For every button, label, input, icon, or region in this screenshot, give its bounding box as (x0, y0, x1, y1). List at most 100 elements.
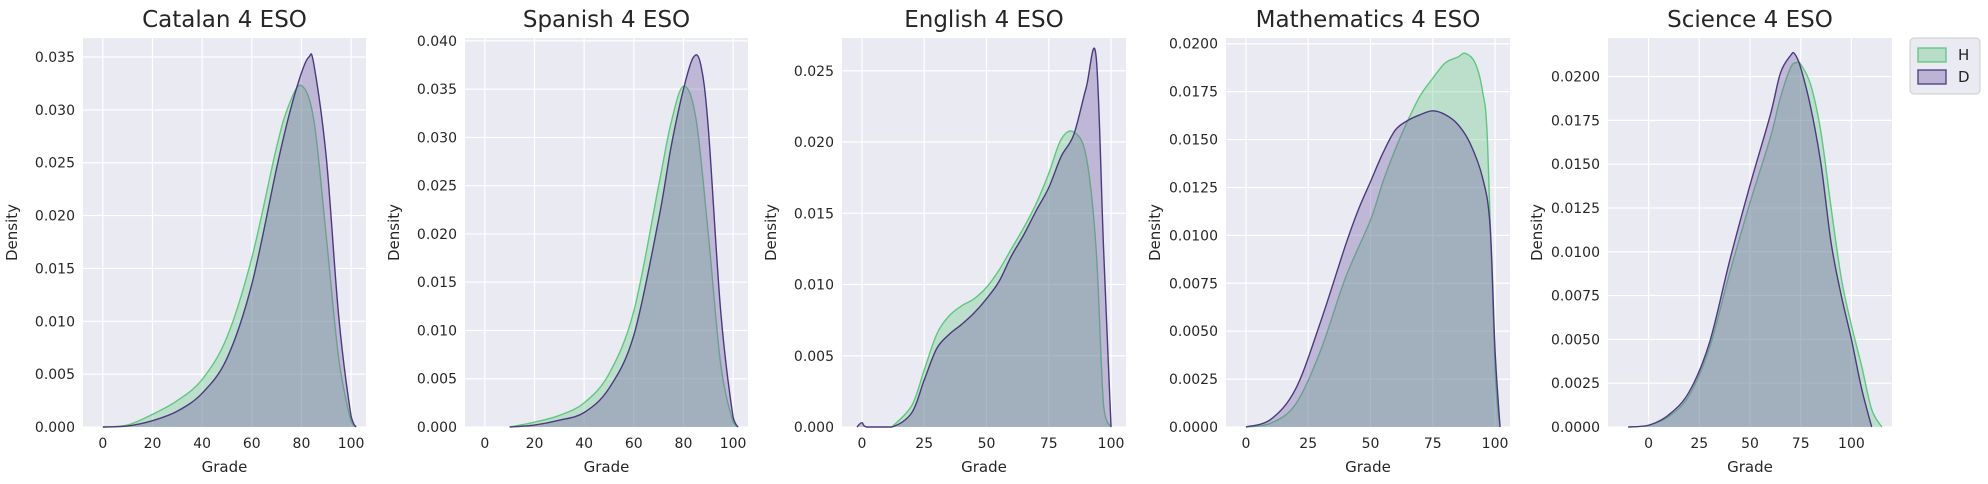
series-line-d (509, 54, 739, 428)
subplot-title: Catalan 4 ESO (142, 7, 307, 33)
series-area-h (891, 130, 1112, 427)
ytick-label: 0.0075 (1169, 276, 1218, 292)
ytick-label: 0.0025 (1169, 372, 1218, 388)
ytick-label: 0.025 (417, 179, 457, 195)
subplot-5: 0.0000 0.0025 0.0050 0.0075 0.0100 0.0125 0.01… (1528, 7, 1892, 476)
ytick-label: 0.020 (794, 135, 834, 151)
xtick-label: 0 (1644, 436, 1653, 452)
xtick-label: 100 (1482, 436, 1509, 452)
x-axis-label: Grade (961, 458, 1007, 476)
subplot-title: English 4 ESO (904, 7, 1064, 33)
xtick-label: 75 (1424, 436, 1442, 452)
subplot-title: Mathematics 4 ESO (1256, 7, 1481, 33)
xtick-label: 100 (338, 436, 365, 452)
ytick-label: 0.010 (35, 314, 75, 330)
y-axis-label: Density (1528, 204, 1546, 261)
subplot-4: 0.0000 0.0025 0.0050 0.0075 0.0100 0.0125 0.01… (1146, 7, 1510, 476)
ytick-label: 0.0175 (1169, 85, 1218, 101)
ytick-label: 0.020 (35, 209, 75, 225)
xtick-label: 20 (144, 436, 162, 452)
plot-area (842, 38, 1126, 427)
x-axis-label: Grade (584, 458, 630, 476)
ytick-label: 0.005 (794, 349, 834, 365)
ytick-label: 0.025 (35, 156, 75, 172)
x-axis-label: Grade (1727, 458, 1773, 476)
subplot-title: Spanish 4 ESO (523, 7, 690, 33)
ytick-label: 0.0025 (1551, 376, 1600, 392)
ytick-label: 0.0125 (1169, 180, 1218, 196)
xtick-label: 80 (675, 436, 693, 452)
ytick-label: 0.0200 (1169, 37, 1218, 53)
series-area-d (102, 53, 357, 428)
ytick-label: 0.040 (417, 34, 457, 50)
ytick-label: 0.030 (35, 103, 75, 119)
series-line-h (891, 130, 1112, 428)
xtick-label: 50 (1362, 436, 1380, 452)
subplot-panels: 0.000 0.005 0.010 0.015 0.020 0.025 0.030 0.035… (3, 7, 1892, 476)
xtick-label: 100 (720, 436, 747, 452)
y-axis-label: Density (385, 204, 403, 261)
plot-area (465, 38, 748, 427)
y-axis-label: Density (1146, 204, 1164, 261)
ytick-label: 0.000 (794, 420, 834, 436)
legend-swatch-d (1917, 69, 1947, 85)
ytick-label: 0.035 (35, 50, 75, 66)
series-line-d (1628, 51, 1873, 428)
legend-swatch-h (1917, 47, 1947, 63)
ytick-label: 0.0000 (1169, 420, 1218, 436)
xtick-label: 40 (575, 436, 593, 452)
series-line-d (1245, 110, 1501, 428)
xtick-label: 60 (243, 436, 261, 452)
xtick-label: 40 (193, 436, 211, 452)
series-line-h (1245, 52, 1501, 428)
ytick-label: 0.010 (417, 323, 457, 339)
ytick-label: 0.0100 (1551, 245, 1600, 261)
subplot-3: 0.000 0.005 0.010 0.015 0.020 0.025 0 25 50 75 100… (762, 7, 1126, 476)
xtick-label: 0 (98, 436, 107, 452)
ytick-label: 0.0050 (1551, 332, 1600, 348)
legend-label-h: H (1958, 46, 1969, 64)
xtick-label: 25 (915, 436, 933, 452)
xtick-label: 25 (1690, 436, 1708, 452)
ytick-label: 0.005 (35, 367, 75, 383)
series-line-d (102, 53, 357, 428)
ytick-label: 0.000 (35, 420, 75, 436)
series-area-d (856, 48, 1112, 428)
series-line-h (102, 84, 357, 428)
x-axis-label: Grade (202, 458, 248, 476)
ytick-label: 0.030 (417, 130, 457, 146)
legend-frame (1909, 37, 1981, 95)
xtick-label: 80 (293, 436, 311, 452)
xtick-label: 100 (1838, 436, 1865, 452)
series-area-d (509, 54, 739, 428)
y-axis-label: Density (3, 204, 21, 261)
ytick-label: 0.0075 (1551, 289, 1600, 305)
ytick-label: 0.000 (417, 420, 457, 436)
xtick-label: 50 (1741, 436, 1759, 452)
xtick-label: 100 (1098, 436, 1125, 452)
ytick-label: 0.0125 (1551, 201, 1600, 217)
xtick-label: 0 (1241, 436, 1250, 452)
xtick-label: 75 (1792, 436, 1810, 452)
xtick-label: 25 (1299, 436, 1317, 452)
series-line-h (509, 85, 739, 428)
legend-label-d: D (1958, 68, 1970, 86)
y-axis-label: Density (762, 204, 780, 261)
subplot-1: 0.000 0.005 0.010 0.015 0.020 0.025 0.030 0.035… (3, 7, 366, 476)
plot-area (1226, 38, 1510, 427)
xtick-label: 60 (625, 436, 643, 452)
xtick-label: 0 (857, 436, 866, 452)
series-area-d (1628, 52, 1872, 428)
ytick-label: 0.015 (35, 261, 75, 277)
series-area-h (102, 85, 357, 428)
ytick-label: 0.0200 (1551, 70, 1600, 86)
xtick-label: 75 (1040, 436, 1058, 452)
ytick-label: 0.005 (417, 372, 457, 388)
series-area-d (1245, 110, 1501, 427)
series-area-h (509, 86, 739, 428)
xtick-label: 20 (526, 436, 544, 452)
series-area-h (1628, 61, 1882, 428)
ytick-label: 0.0100 (1169, 228, 1218, 244)
subplot-2: 0.000 0.005 0.010 0.015 0.020 0.025 0.030 0.035… (385, 7, 748, 476)
